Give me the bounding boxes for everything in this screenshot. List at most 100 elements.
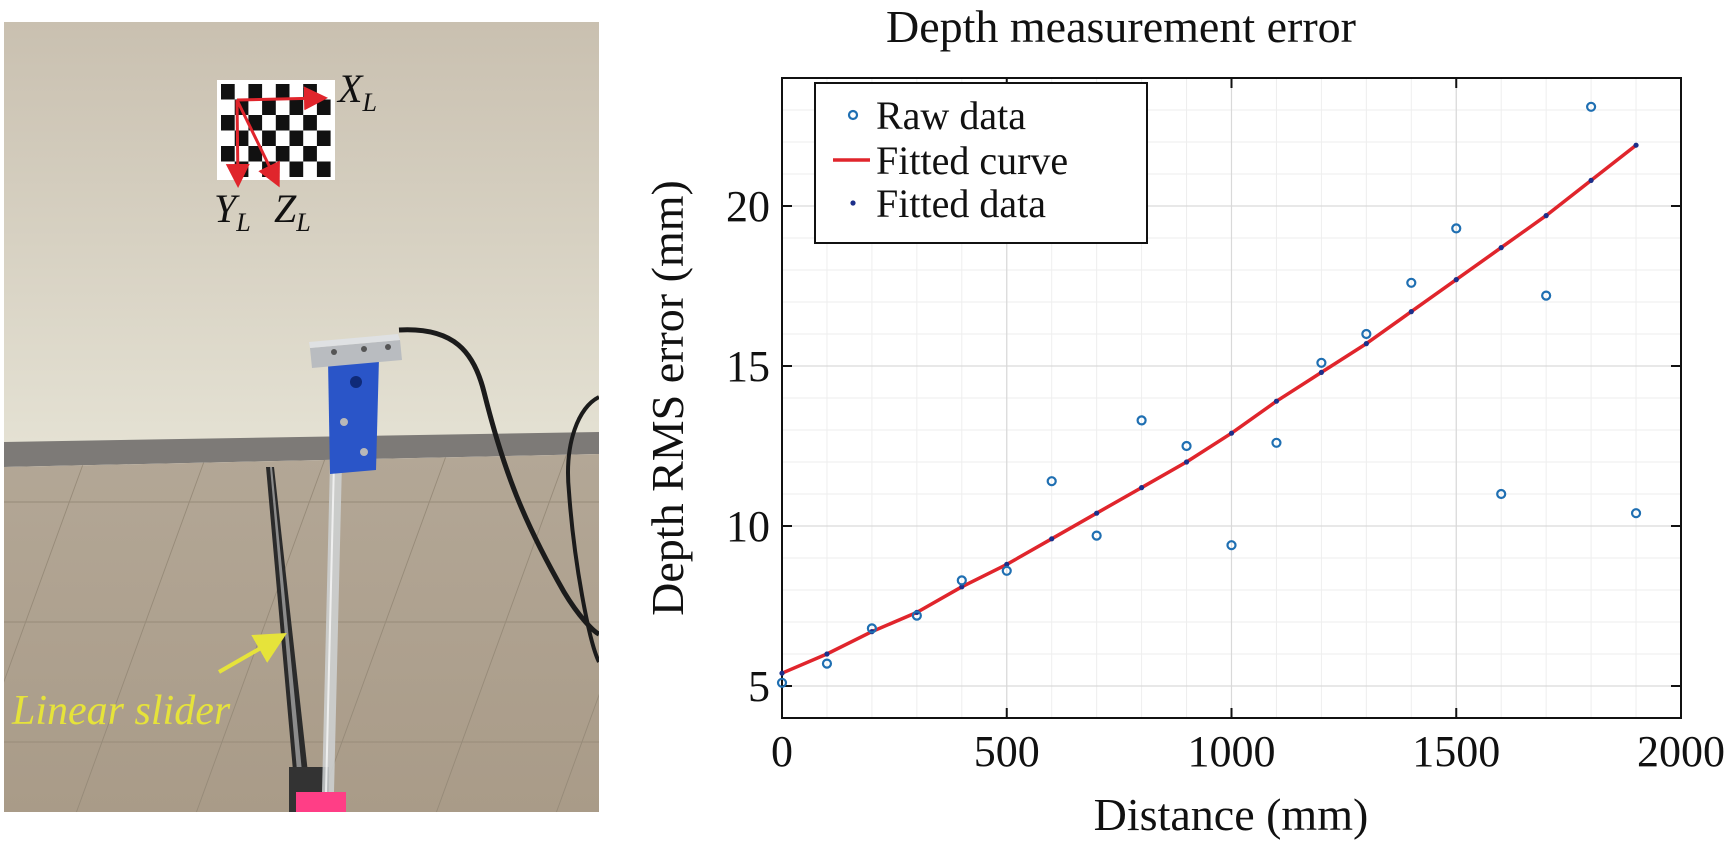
mounting-pole (296, 461, 346, 812)
checker-square (289, 161, 304, 177)
fitted-curve-line (781, 143, 1638, 675)
fitted-data-point (1049, 536, 1055, 542)
fitted-data-point (1183, 459, 1190, 465)
checker-square (275, 84, 290, 100)
y-axis-label: YL (214, 186, 251, 237)
z-axis-label: ZL (274, 186, 311, 237)
fitted-data-point (1228, 430, 1235, 436)
depth-error-chart: Depth measurement error 0 500 1000 1500 2000… (642, 1, 1725, 840)
raw-data-point (1585, 101, 1597, 112)
fitted-data-point (1094, 510, 1100, 516)
x-tick-label: 1500 (1412, 727, 1500, 776)
fitted-data-point (1633, 142, 1639, 148)
raw-data-point (821, 658, 833, 669)
raw-data-point (1406, 277, 1417, 288)
fitted-data-point (1273, 398, 1280, 404)
checker-square (275, 146, 290, 162)
checker-square (221, 115, 235, 131)
coordinate-frame: XL YL ZL (214, 66, 377, 237)
legend-fitted-marker (850, 200, 856, 206)
checker-square (275, 115, 290, 131)
x-axis-title: Distance (mm) (1094, 789, 1369, 840)
experiment-photo: XL YL ZL Linear slider (4, 22, 599, 812)
checker-square (316, 99, 331, 115)
raw-data-point (1181, 440, 1192, 452)
legend-fit-label: Fitted curve (876, 138, 1068, 183)
fitted-data-point (1318, 369, 1324, 375)
z-axis-arrow (235, 99, 280, 188)
fitted-data-point (824, 651, 830, 657)
y-tick-label: 5 (748, 662, 770, 711)
fitted-data-point (1588, 177, 1594, 183)
x-tick-label: 1000 (1188, 727, 1276, 776)
fitted-data-point (1498, 245, 1504, 251)
checker-square (316, 161, 331, 177)
legend-raw-label: Raw data (876, 93, 1026, 138)
chart-legend: Raw data Fitted curve Fitted data (814, 82, 1148, 244)
chart-marks (776, 101, 1642, 688)
checkerboard-target (217, 80, 335, 180)
checker-square (303, 146, 317, 162)
y-axis-title: Depth RMS error (mm) (642, 180, 693, 616)
raw-data-point (1496, 488, 1507, 500)
checker-square (248, 84, 263, 100)
raw-data-point (1001, 565, 1012, 576)
x-axis-label: XL (336, 66, 377, 117)
raw-data-point (1316, 357, 1327, 368)
floor-tiles (4, 454, 599, 812)
pole-base (296, 792, 346, 812)
checker-square (289, 130, 304, 146)
raw-data-point (1091, 530, 1102, 541)
x-tick-label: 2000 (1637, 727, 1725, 776)
raw-data-point (1541, 290, 1552, 301)
fitted-data-point (1139, 485, 1145, 491)
checker-square (289, 99, 304, 115)
axis-ticks: 0 500 1000 1500 2000 5 10 15 20 (726, 78, 1725, 776)
checker-square (316, 130, 331, 146)
checker-square (248, 146, 263, 162)
x-tick-label: 0 (771, 727, 793, 776)
slider-label: Linear slider (11, 688, 231, 734)
slider-pointer-arrow (218, 633, 287, 674)
fitted-data-point (779, 670, 785, 676)
fitted-data-point (1453, 277, 1459, 283)
raw-data-point (1630, 508, 1642, 519)
legend-raw-marker (847, 109, 859, 121)
y-tick-label: 20 (726, 182, 770, 231)
depth-camera (309, 334, 402, 368)
y-tick-label: 15 (726, 342, 770, 391)
checker-square (248, 115, 263, 131)
chart-title: Depth measurement error (886, 1, 1356, 52)
camera-cable (398, 327, 599, 637)
fitted-data-point (959, 584, 965, 590)
chart-grid (781, 78, 1682, 719)
raw-data-point (1361, 328, 1372, 340)
fitted-data-point (1543, 213, 1549, 219)
raw-data-point (911, 610, 922, 621)
x-tick-label: 500 (974, 727, 1040, 776)
raw-data-point (866, 623, 877, 634)
checker-square (221, 146, 235, 162)
y-axis-arrow (225, 99, 250, 188)
checker-square (262, 99, 276, 115)
raw-data-point (1136, 415, 1147, 426)
checker-square (262, 130, 276, 146)
checker-square (221, 84, 235, 100)
raw-data-point (1046, 476, 1057, 487)
y-tick-label: 10 (726, 502, 770, 551)
legend-fitted-label: Fitted data (876, 181, 1046, 226)
legend-box (814, 82, 1148, 244)
raw-data-point (1226, 540, 1237, 551)
camera-holder (328, 358, 379, 474)
fitted-data-point (1004, 561, 1010, 568)
x-axis-arrow (236, 86, 328, 111)
fitted-data-point (1408, 309, 1414, 315)
baseboard (4, 432, 599, 467)
raw-data-point (776, 677, 788, 688)
cable-loop (566, 395, 599, 663)
raw-data-point (1271, 437, 1282, 448)
raw-data-point (956, 575, 967, 586)
fitted-data-point (1363, 341, 1369, 347)
checker-square (303, 115, 317, 131)
raw-data-point (1451, 223, 1462, 234)
